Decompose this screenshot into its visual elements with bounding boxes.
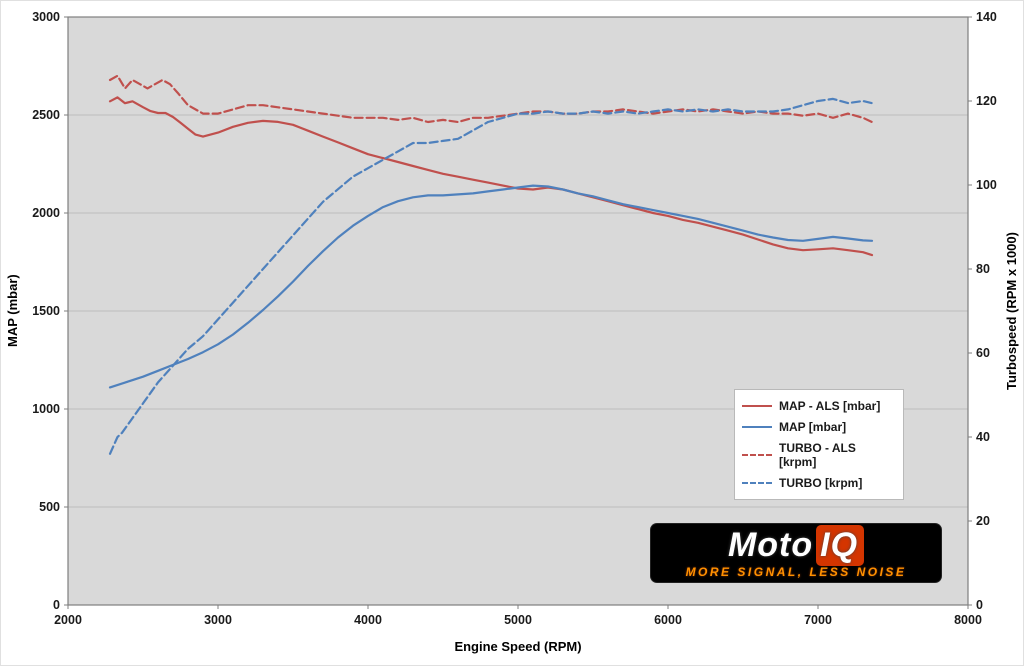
legend-item: TURBO [krpm] — [742, 476, 896, 490]
legend-item: MAP - ALS [mbar] — [742, 399, 896, 413]
x-tick-label: 2000 — [54, 613, 82, 627]
series-line — [108, 184, 874, 389]
y-right-tick-label: 120 — [976, 94, 997, 108]
legend-item: MAP [mbar] — [742, 420, 896, 434]
legend-line-sample — [742, 454, 772, 456]
legend-line-sample — [742, 405, 772, 407]
legend-line-sample — [742, 426, 772, 428]
series-line — [108, 97, 874, 455]
logo-brand-moto: Moto — [727, 526, 814, 564]
legend-label: MAP [mbar] — [779, 420, 847, 434]
legend-item: TURBO - ALS [krpm] — [742, 441, 896, 469]
x-tick-label: 4000 — [354, 613, 382, 627]
legend-label: TURBO [krpm] — [779, 476, 863, 490]
legend-label: MAP - ALS [mbar] — [779, 399, 881, 413]
logo-brand-iq: IQ — [816, 525, 865, 566]
y-right-tick-label: 40 — [976, 430, 990, 444]
motoiq-logo-text: Moto IQ — [727, 525, 865, 566]
x-tick-label: 3000 — [204, 613, 232, 627]
legend-label: TURBO - ALS [krpm] — [779, 441, 856, 469]
series-line — [108, 74, 874, 124]
x-tick-label: 5000 — [504, 613, 532, 627]
y-left-tick-label: 2500 — [32, 108, 60, 122]
x-tick-label: 6000 — [654, 613, 682, 627]
x-tick-label: 8000 — [954, 613, 982, 627]
x-tick-label: 7000 — [804, 613, 832, 627]
y-right-tick-label: 80 — [976, 262, 990, 276]
y-left-tick-label: 1000 — [32, 402, 60, 416]
y-left-tick-label: 500 — [39, 500, 60, 514]
y-left-tick-label: 0 — [53, 598, 60, 612]
y-left-tick-label: 1500 — [32, 304, 60, 318]
series-line — [108, 96, 874, 257]
y-right-tick-label: 140 — [976, 10, 997, 24]
y-left-tick-label: 3000 — [32, 10, 60, 24]
y-right-tick-label: 60 — [976, 346, 990, 360]
y-right-tick-label: 20 — [976, 514, 990, 528]
legend: MAP - ALS [mbar] MAP [mbar] TURBO - ALS [k… — [734, 389, 904, 500]
motoiq-tagline: MORE SIGNAL, LESS NOISE — [685, 565, 907, 579]
y-left-tick-label: 2000 — [32, 206, 60, 220]
y-right-tick-label: 100 — [976, 178, 997, 192]
y-right-tick-label: 0 — [976, 598, 983, 612]
motoiq-logo: Moto IQ MORE SIGNAL, LESS NOISE — [651, 524, 941, 582]
legend-line-sample — [742, 482, 772, 484]
